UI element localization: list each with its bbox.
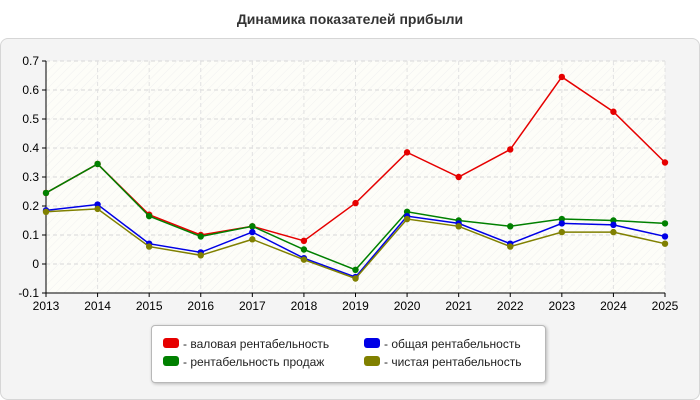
x-tick-label: 2025 xyxy=(652,299,679,313)
data-point xyxy=(610,108,617,115)
data-point xyxy=(558,228,566,236)
data-point xyxy=(249,223,256,230)
data-point xyxy=(94,205,101,213)
y-tick-label: 0.4 xyxy=(22,141,39,155)
y-tick-label: 0 xyxy=(32,257,39,271)
x-tick-label: 2016 xyxy=(187,299,214,313)
data-point xyxy=(610,228,617,236)
data-point xyxy=(145,212,153,220)
legend-swatch xyxy=(364,356,380,366)
data-point xyxy=(300,237,308,244)
chart-title: Динамика показателей прибыли xyxy=(236,11,464,27)
x-tick-label: 2024 xyxy=(600,299,627,313)
data-point xyxy=(455,223,462,230)
data-point xyxy=(507,243,514,250)
y-tick-label: 0.1 xyxy=(22,228,39,242)
x-tick-label: 2015 xyxy=(136,299,163,313)
y-tick-label: 0.2 xyxy=(22,199,39,213)
data-point xyxy=(661,240,669,247)
data-point xyxy=(661,220,669,227)
data-point xyxy=(300,256,308,263)
legend-swatch xyxy=(364,338,380,348)
data-point xyxy=(558,220,566,227)
legend-swatch xyxy=(163,338,179,348)
x-tick-label: 2017 xyxy=(239,299,266,313)
y-tick-label: 0.5 xyxy=(22,112,39,126)
y-tick-label: 0.6 xyxy=(22,83,39,97)
data-point xyxy=(300,246,308,253)
chart-legend: - валовая рентабельность - общая рентабе… xyxy=(151,325,546,383)
data-point xyxy=(145,243,153,250)
data-point xyxy=(249,228,256,236)
data-point xyxy=(558,73,566,81)
y-tick-label: -0.1 xyxy=(18,286,39,300)
legend-label: - валовая рентабельность xyxy=(183,337,330,351)
x-tick-label: 2022 xyxy=(497,299,524,313)
x-tick-label: 2023 xyxy=(548,299,575,313)
data-point xyxy=(42,189,50,197)
data-point xyxy=(94,160,101,168)
data-point xyxy=(403,215,411,223)
x-tick-label: 2021 xyxy=(445,299,472,313)
legend-label: - рентабельность продаж xyxy=(183,355,325,369)
x-tick-label: 2018 xyxy=(291,299,318,313)
legend-label: - общая рентабельность xyxy=(384,337,521,351)
x-tick-label: 2020 xyxy=(394,299,421,313)
data-point xyxy=(352,275,359,282)
data-point xyxy=(42,208,50,215)
data-point xyxy=(661,159,669,166)
data-point xyxy=(507,223,514,230)
data-point xyxy=(352,199,359,207)
data-point xyxy=(403,149,411,156)
x-tick-label: 2014 xyxy=(84,299,111,313)
data-point xyxy=(610,221,617,229)
data-point xyxy=(352,266,359,273)
data-point xyxy=(197,252,204,259)
data-point xyxy=(197,233,204,240)
x-tick-label: 2013 xyxy=(33,299,60,313)
data-point xyxy=(507,146,514,153)
data-point xyxy=(455,173,462,181)
data-point xyxy=(661,233,669,240)
data-point xyxy=(249,236,256,243)
x-tick-label: 2019 xyxy=(342,299,369,313)
y-tick-label: 0.3 xyxy=(22,170,39,184)
legend-swatch xyxy=(163,356,179,366)
y-tick-label: 0.7 xyxy=(22,54,39,68)
legend-label: - чистая рентабельность xyxy=(384,355,522,369)
